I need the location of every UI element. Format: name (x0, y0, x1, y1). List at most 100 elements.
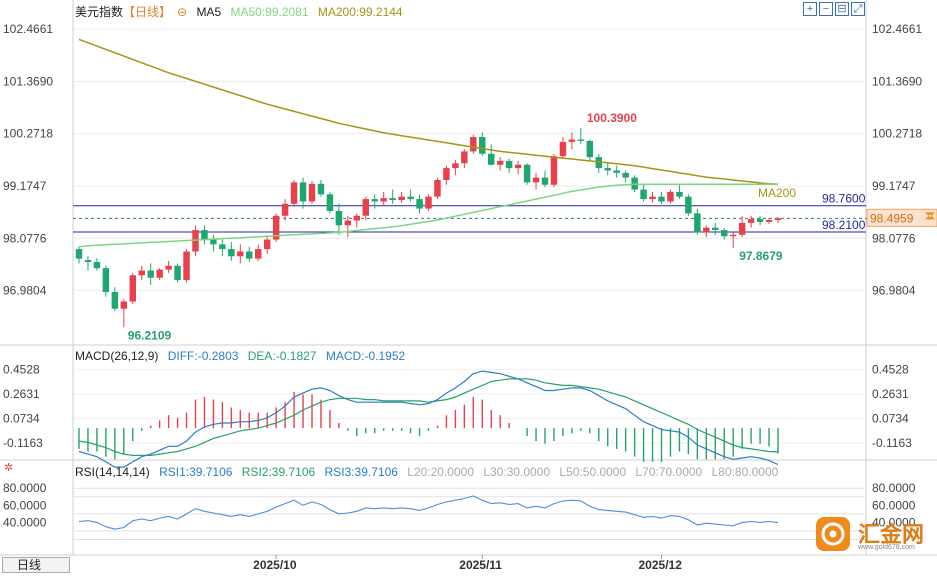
macd-left-tick: 0.4528 (3, 362, 40, 376)
candle-body (308, 183, 316, 202)
macd-diff: DIFF:-0.2803 (167, 349, 239, 363)
high-annotation: 100.3900 (587, 111, 637, 125)
rsi-right-tick: 40.0000 (872, 515, 916, 529)
candle-body (317, 183, 325, 195)
candle-body (362, 199, 369, 216)
brand-logo: 汇金网 www.gold678.com (816, 515, 934, 555)
recent-low-annotation: 97.8679 (739, 249, 783, 263)
macd-right-tick: 0.0734 (872, 412, 909, 426)
candle-body (344, 220, 352, 226)
candle-body (676, 191, 683, 197)
main-legend: 美元指数【日线】 ⊖ MA5 MA50:99.2081 MA200:99.2144 (75, 3, 409, 20)
macd-left-tick: -0.1163 (3, 436, 43, 450)
candle-body (201, 230, 208, 240)
candle-body (604, 168, 611, 171)
candle-body (568, 139, 576, 142)
rsi-left-tick: 40.0000 (3, 515, 47, 529)
candle-body (738, 222, 746, 235)
rsi-right-tick: 60.0000 (872, 498, 916, 512)
candle-body (622, 172, 629, 178)
macd-name: MACD(26,12,9) (75, 349, 159, 363)
logo-text: 汇金网 (858, 522, 925, 547)
macd-left-tick: 0.2631 (3, 387, 40, 401)
candle-body (174, 265, 181, 281)
rsi-legend: RSI(14,14,14) RSI1:39.7106 RSI2:39.7106 … (75, 465, 784, 479)
indicator-settings-icon[interactable]: ✲ (4, 462, 14, 474)
time-label: 2025/10 (253, 558, 297, 572)
candle-body (532, 177, 540, 183)
left-price-tick: 98.0776 (3, 231, 47, 245)
candle-body (398, 196, 405, 201)
candle-body (479, 137, 486, 154)
macd-diff-line (78, 370, 779, 468)
candle-body (165, 265, 172, 270)
l30-label: L30:30.0000 (483, 465, 551, 479)
l20-label: L20:20.0000 (407, 465, 474, 479)
l80-label: L80:80.0000 (711, 465, 779, 479)
fit-icon[interactable]: ⊟ (835, 2, 849, 16)
right-price-tick: 102.4661 (872, 22, 922, 36)
period-button-label: 日线 (17, 558, 42, 572)
rsi3-label: RSI3:39.7106 (324, 465, 398, 479)
candle-body (649, 196, 656, 200)
candle-body (505, 160, 513, 169)
low-annotation: 96.2109 (128, 328, 172, 342)
candle-body (237, 251, 244, 257)
left-price-tick: 96.9804 (3, 284, 47, 298)
settings-icon[interactable]: ⊖ (177, 5, 188, 19)
candle-body (389, 198, 396, 201)
zoom-in-icon[interactable]: + (803, 2, 817, 16)
candle-body (470, 137, 477, 152)
candle-body (658, 196, 665, 202)
candle-body (523, 164, 531, 183)
rsi-left-tick: 60.0000 (3, 498, 47, 512)
last-price-marker-icon (925, 212, 935, 220)
right-price-tick: 96.9804 (872, 284, 916, 298)
right-price-tick: 100.2718 (872, 127, 922, 141)
candle-body (147, 270, 154, 278)
candle-body (228, 249, 235, 257)
candle-body (102, 268, 110, 293)
zoom-out-icon[interactable]: − (819, 2, 833, 16)
macd-right-tick: 0.2631 (872, 387, 909, 401)
expand-icon[interactable]: ⤢ (851, 2, 865, 16)
left-price-tick: 101.3690 (3, 74, 53, 88)
candle-body (353, 215, 361, 221)
candle-body (138, 270, 145, 276)
candle-body (416, 199, 423, 209)
ma50-line (78, 183, 779, 248)
horizontal-level-label: 98.2100 (822, 218, 866, 232)
candle-body (541, 177, 549, 185)
candle-body (721, 230, 728, 237)
time-label: 2025/11 (459, 558, 502, 572)
macd-value: MACD:-0.1952 (325, 349, 406, 363)
candle-body (84, 260, 92, 262)
last-price-tag-label: 98.4959 (870, 211, 914, 225)
candle-body (326, 194, 334, 211)
rsi1-label: RSI1:39.7106 (159, 465, 233, 479)
horizontal-level-label: 98.7600 (822, 192, 866, 206)
symbol-name: 美元指数 (75, 5, 124, 19)
last-price-tag (866, 208, 937, 227)
candle-body (210, 239, 217, 245)
candle-body (272, 215, 280, 240)
ma200-label: MA200:99.2144 (317, 5, 403, 19)
rsi-line (78, 495, 779, 530)
candle-body (667, 191, 674, 202)
candle-body (371, 199, 378, 202)
candle-body (290, 182, 298, 204)
macd-dea: DEA:-0.1827 (247, 349, 317, 363)
rsi-name: RSI(14,14,14) (75, 465, 150, 479)
candle-body (407, 196, 414, 200)
candle-body (756, 219, 764, 222)
ma50-label: MA50:99.2081 (230, 5, 309, 19)
candle-body (129, 275, 136, 302)
candle-body (765, 220, 773, 222)
candle-body (120, 301, 128, 309)
period-button[interactable]: 日线 (2, 557, 70, 573)
candle-body (434, 180, 441, 197)
candle-body (443, 168, 450, 180)
candle-body (246, 251, 253, 259)
left-price-tick: 102.4661 (3, 22, 53, 36)
candle-body (586, 140, 594, 158)
